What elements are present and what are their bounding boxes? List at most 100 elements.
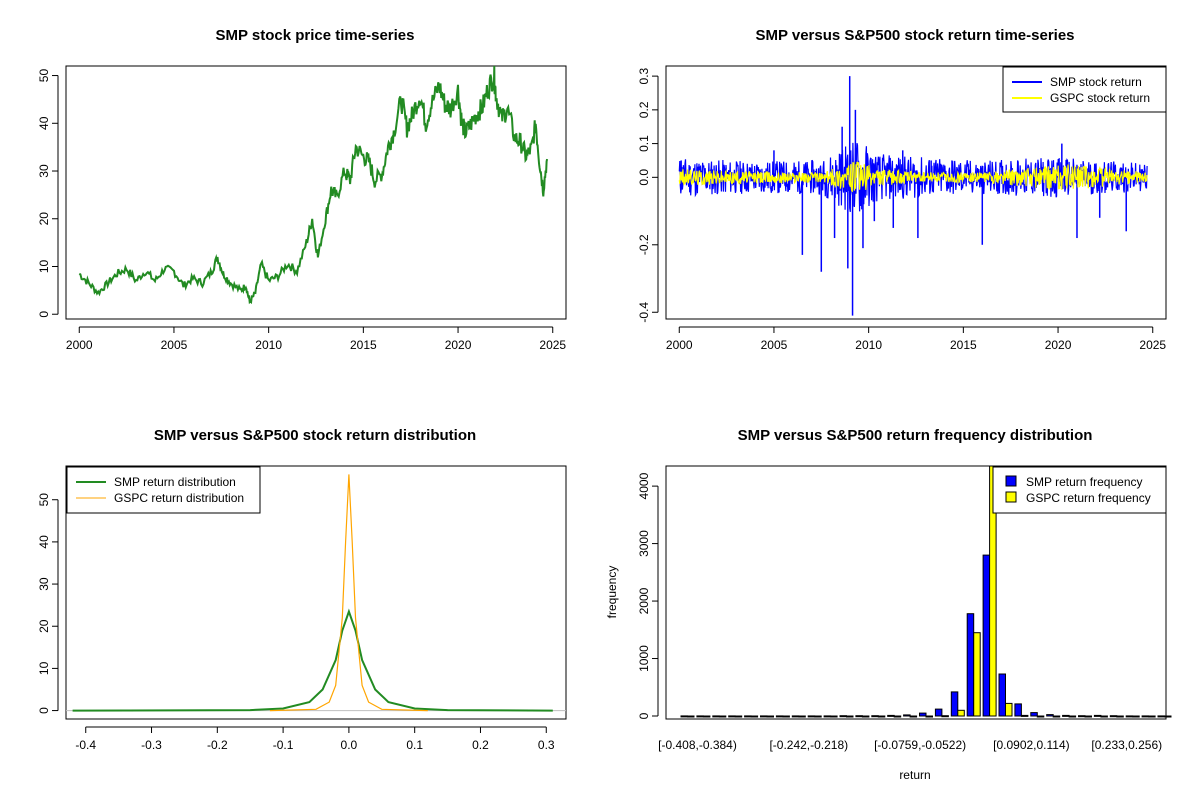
- histogram-bar-smp: [807, 715, 816, 718]
- price-x-tick-label: 2010: [255, 338, 282, 352]
- histogram-legend-box: [992, 466, 1167, 514]
- histogram-bar-smp: [680, 715, 688, 718]
- density-series-line-smp: [72, 608, 553, 712]
- histogram-bar-gspc: [1068, 715, 1077, 718]
- price-title: SMP stock price time-series: [216, 27, 415, 44]
- histogram-bar-smp: [1062, 714, 1070, 717]
- histogram-bar-smp: [696, 715, 704, 718]
- histogram-bar-gspc: [893, 715, 902, 718]
- histogram-bar-smp: [728, 715, 736, 718]
- histogram-bar-smp: [791, 715, 800, 718]
- returns-series-line-smp: [678, 142, 1148, 212]
- histogram-bar-smp: [887, 714, 895, 717]
- histogram-bar-gspc: [1020, 714, 1029, 717]
- histogram-title: SMP versus S&P500 return frequency distr…: [738, 427, 1093, 444]
- histogram-bar-gspc: [989, 465, 997, 717]
- density-plot-frame: [65, 465, 567, 720]
- histogram-bar-gspc: [687, 715, 695, 718]
- histogram-bars-group: [680, 465, 1172, 718]
- returns-y-tick-label: -0.4: [637, 302, 651, 323]
- histogram-bar-gspc: [846, 715, 854, 718]
- price-y-tick-label: 30: [37, 164, 51, 178]
- histogram-x-tick-label: [-0.408,-0.384): [658, 738, 737, 752]
- histogram-x-axis: [-0.408,-0.384) [-0.242,-0.218) [-0.0759,-…: [658, 738, 1162, 752]
- histogram-bar-gspc: [718, 715, 727, 718]
- histogram-bar-smp: [998, 673, 1006, 717]
- histogram-bar-smp: [855, 715, 863, 718]
- price-y-tick-label: 0: [37, 311, 51, 318]
- returns-y-axis: -0.4 -0.2 0.0 0.1 0.2 0.3: [637, 67, 659, 323]
- density-x-tick-label: 0.3: [538, 738, 555, 752]
- histogram-x-tick-label: [-0.0759,-0.0522): [874, 738, 966, 752]
- price-series-group: [78, 65, 549, 305]
- histogram-bar-gspc: [814, 715, 822, 718]
- density-x-tick-label: -0.4: [75, 738, 96, 752]
- histogram-bar-smp: [871, 715, 879, 718]
- returns-x-axis: 2000 2005 2010 2015 2020 2025: [666, 326, 1166, 352]
- histogram-bar-smp: [950, 691, 959, 717]
- returns-series-line-gspc: [678, 160, 1148, 193]
- histogram-y-label: frequency: [605, 566, 619, 619]
- returns-title: SMP versus S&P500 stock return time-seri…: [755, 27, 1074, 44]
- histogram-bar-smp: [760, 715, 768, 718]
- histogram-bar-gspc: [877, 715, 886, 718]
- histogram-plot-frame: [665, 465, 1167, 720]
- histogram-bar-smp: [712, 715, 720, 718]
- returns-y-tick-label: -0.2: [637, 234, 651, 255]
- histogram-legend-swatch-gspc: [1005, 491, 1017, 503]
- price-y-tick-label: 40: [37, 116, 51, 130]
- price-panel: SMP stock price time-series 2000 2005 2010…: [37, 27, 567, 352]
- returns-legend-label-gspc: GSPC stock return: [1050, 91, 1150, 105]
- density-x-tick-label: -0.2: [207, 738, 228, 752]
- histogram-legend-label-gspc: GSPC return frequency: [1026, 491, 1151, 505]
- price-x-tick-label: 2020: [445, 338, 472, 352]
- histogram-bar-smp: [1109, 715, 1118, 718]
- returns-legend-box: [1002, 66, 1167, 113]
- returns-y-tick-label: 0.2: [637, 101, 651, 118]
- density-x-tick-label: -0.3: [141, 738, 162, 752]
- price-y-tick-label: 20: [37, 212, 51, 226]
- histogram-x-label: return: [899, 768, 930, 782]
- price-x-tick-label: 2005: [161, 338, 188, 352]
- histogram-bar-smp: [823, 715, 832, 718]
- returns-x-tick-label: 2010: [855, 338, 882, 352]
- histogram-legend-swatch-smp: [1005, 475, 1017, 487]
- histogram-bar-gspc: [941, 715, 949, 718]
- histogram-bar-smp: [934, 708, 943, 717]
- histogram-bar-gspc: [1116, 715, 1124, 718]
- histogram-legend: SMP return frequency GSPC return frequen…: [992, 466, 1167, 514]
- returns-y-tick-label: 0.0: [637, 169, 651, 186]
- histogram-bar-gspc: [766, 715, 774, 718]
- histogram-bar-gspc: [702, 715, 711, 718]
- histogram-bar-smp: [1030, 712, 1038, 717]
- histogram-bar-smp: [1014, 703, 1022, 717]
- price-x-axis: 2000 2005 2010 2015 2020 2025: [66, 326, 566, 352]
- density-y-axis: 0 10 20 30 40 50: [37, 493, 59, 714]
- price-x-tick-label: 2000: [66, 338, 93, 352]
- histogram-y-tick-label: 2000: [637, 587, 651, 614]
- histogram-bar-gspc: [750, 715, 759, 718]
- price-plot-frame: [65, 65, 567, 320]
- density-x-tick-label: -0.1: [273, 738, 294, 752]
- density-legend-label-smp: SMP return distribution: [114, 475, 236, 489]
- histogram-bar-smp: [775, 715, 784, 718]
- returns-plot-frame: [665, 65, 1167, 320]
- price-y-tick-label: 50: [37, 69, 51, 83]
- histogram-x-tick-label: [0.0902,0.114): [993, 738, 1070, 752]
- density-x-tick-label: 0.2: [472, 738, 489, 752]
- density-y-tick-label: 30: [37, 577, 51, 591]
- histogram-y-tick-label: 3000: [637, 530, 651, 557]
- density-title: SMP versus S&P500 stock return distribut…: [154, 427, 476, 444]
- density-y-tick-label: 10: [37, 661, 51, 675]
- returns-x-tick-label: 2015: [950, 338, 977, 352]
- density-y-tick-label: 20: [37, 619, 51, 633]
- histogram-bar-gspc: [1148, 715, 1156, 718]
- density-x-tick-label: 0.1: [406, 738, 423, 752]
- histogram-bar-gspc: [1084, 715, 1092, 718]
- histogram-bar-gspc: [973, 632, 981, 717]
- returns-legend-label-smp: SMP stock return: [1050, 75, 1142, 89]
- histogram-y-tick-label: 4000: [637, 472, 651, 499]
- density-x-axis: -0.4 -0.3 -0.2 -0.1 0.0 0.1 0.2 0.3: [75, 726, 555, 752]
- histogram-bar-smp: [966, 613, 975, 717]
